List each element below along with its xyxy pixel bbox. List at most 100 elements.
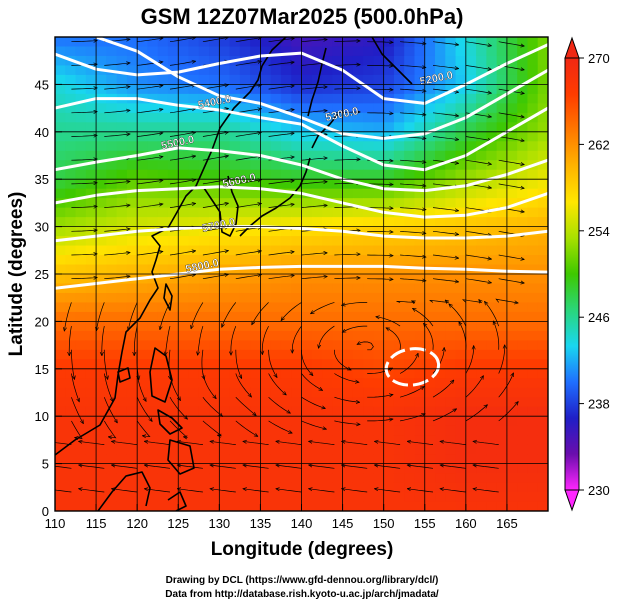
field-cell [260,74,272,85]
field-cell [55,321,66,332]
field-cell [424,74,436,85]
field-cell [157,330,169,341]
field-cell [322,55,333,67]
field-cell [465,473,477,484]
field-cell [209,160,220,171]
field-cell [137,131,149,142]
streamline [334,41,360,42]
field-cell [116,217,128,228]
field-cell [250,368,262,379]
field-cell [414,179,426,190]
field-cell [332,454,344,465]
field-cell [260,292,272,304]
coastline-sakhalin [307,47,327,117]
field-cell [106,274,118,285]
field-cell [85,321,97,332]
field-cell [322,198,333,209]
field-cell [301,340,313,351]
field-cell [527,482,539,493]
field-cell [517,454,529,465]
field-cell [527,65,539,76]
field-cell [537,435,548,446]
streamline [301,158,328,161]
field-cell [506,435,518,446]
field-cell [506,349,518,360]
field-cell [75,425,87,436]
field-cell [445,321,457,332]
field-cell [373,501,385,511]
field-cell [229,330,241,341]
field-cell [455,207,467,218]
streamline [301,396,326,408]
field-cell [270,84,282,95]
field-cell [178,141,190,152]
field-cell [157,283,169,294]
field-cell [352,283,364,294]
field-cell [373,188,385,199]
field-cell [537,264,548,275]
field-cell [301,84,313,95]
field-cell [311,368,323,379]
field-cell [332,473,344,484]
streamline [493,321,500,350]
field-cell [496,150,508,161]
field-cell [137,302,149,313]
streamline [367,184,393,185]
field-cell [106,292,118,304]
field-cell [455,122,467,133]
field-cell [209,321,220,332]
field-cell [311,425,323,436]
field-cell [527,292,539,304]
field-cell [209,435,220,446]
field-cell [55,37,66,48]
coastline-visayas [157,409,183,435]
field-cell [157,454,169,465]
field-cell [435,387,446,398]
field-cell [506,160,518,171]
field-cell [424,330,436,341]
field-cell [414,55,426,67]
streamline [367,395,393,398]
streamline [400,254,426,257]
field-cell [496,435,508,446]
field-cell [65,103,77,114]
field-cell [209,217,220,228]
field-cell [383,141,395,152]
streamline [400,207,426,210]
field-cell [517,245,529,256]
streamline [268,38,295,43]
field-cell [188,169,200,180]
field-cell [424,37,436,48]
field-cell [116,311,128,322]
field-cell [75,131,87,142]
field-cell [219,444,231,455]
field-cell [465,46,477,57]
field-cell [55,103,66,114]
field-cell [270,55,282,67]
field-cell [147,444,159,455]
field-cell [476,179,487,190]
field-cell [219,65,231,76]
field-cell [239,482,251,493]
field-cell [65,283,77,294]
field-cell [239,74,251,85]
field-cell [301,359,313,370]
field-cell [106,473,118,484]
field-cell [517,226,529,237]
field-cell [137,245,149,256]
field-cell [537,112,548,123]
field-cell [393,425,405,436]
field-cell [465,274,477,285]
field-cell [342,37,354,48]
field-cell [178,454,190,465]
field-cell [65,46,77,57]
field-cell [486,406,498,417]
field-cell [332,274,344,285]
field-cell [250,492,262,503]
field-cell [311,482,323,493]
streamline [235,109,262,114]
field-cell [126,103,138,114]
field-cell [435,340,446,351]
field-cell [291,283,303,294]
field-cell [363,406,374,417]
